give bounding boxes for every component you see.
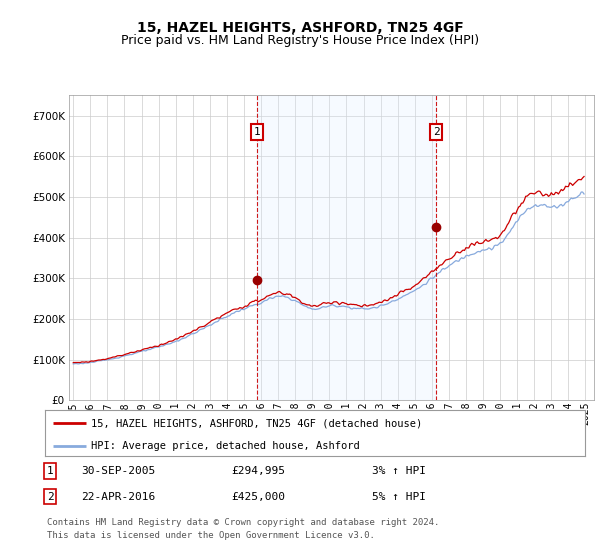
Text: 2: 2 xyxy=(47,492,53,502)
Text: 15, HAZEL HEIGHTS, ASHFORD, TN25 4GF (detached house): 15, HAZEL HEIGHTS, ASHFORD, TN25 4GF (de… xyxy=(91,418,422,428)
Text: 22-APR-2016: 22-APR-2016 xyxy=(81,492,155,502)
Text: 1: 1 xyxy=(253,127,260,137)
Bar xyxy=(257,95,436,400)
Text: 30-SEP-2005: 30-SEP-2005 xyxy=(81,466,155,476)
Text: Contains HM Land Registry data © Crown copyright and database right 2024.
This d: Contains HM Land Registry data © Crown c… xyxy=(47,518,439,539)
Text: 1: 1 xyxy=(47,466,53,476)
Text: Price paid vs. HM Land Registry's House Price Index (HPI): Price paid vs. HM Land Registry's House … xyxy=(121,34,479,46)
Text: HPI: Average price, detached house, Ashford: HPI: Average price, detached house, Ashf… xyxy=(91,441,359,451)
Text: £294,995: £294,995 xyxy=(231,466,285,476)
Text: 15, HAZEL HEIGHTS, ASHFORD, TN25 4GF: 15, HAZEL HEIGHTS, ASHFORD, TN25 4GF xyxy=(137,21,463,35)
Text: 3% ↑ HPI: 3% ↑ HPI xyxy=(372,466,426,476)
Text: £425,000: £425,000 xyxy=(231,492,285,502)
Text: 2: 2 xyxy=(433,127,439,137)
Text: 5% ↑ HPI: 5% ↑ HPI xyxy=(372,492,426,502)
